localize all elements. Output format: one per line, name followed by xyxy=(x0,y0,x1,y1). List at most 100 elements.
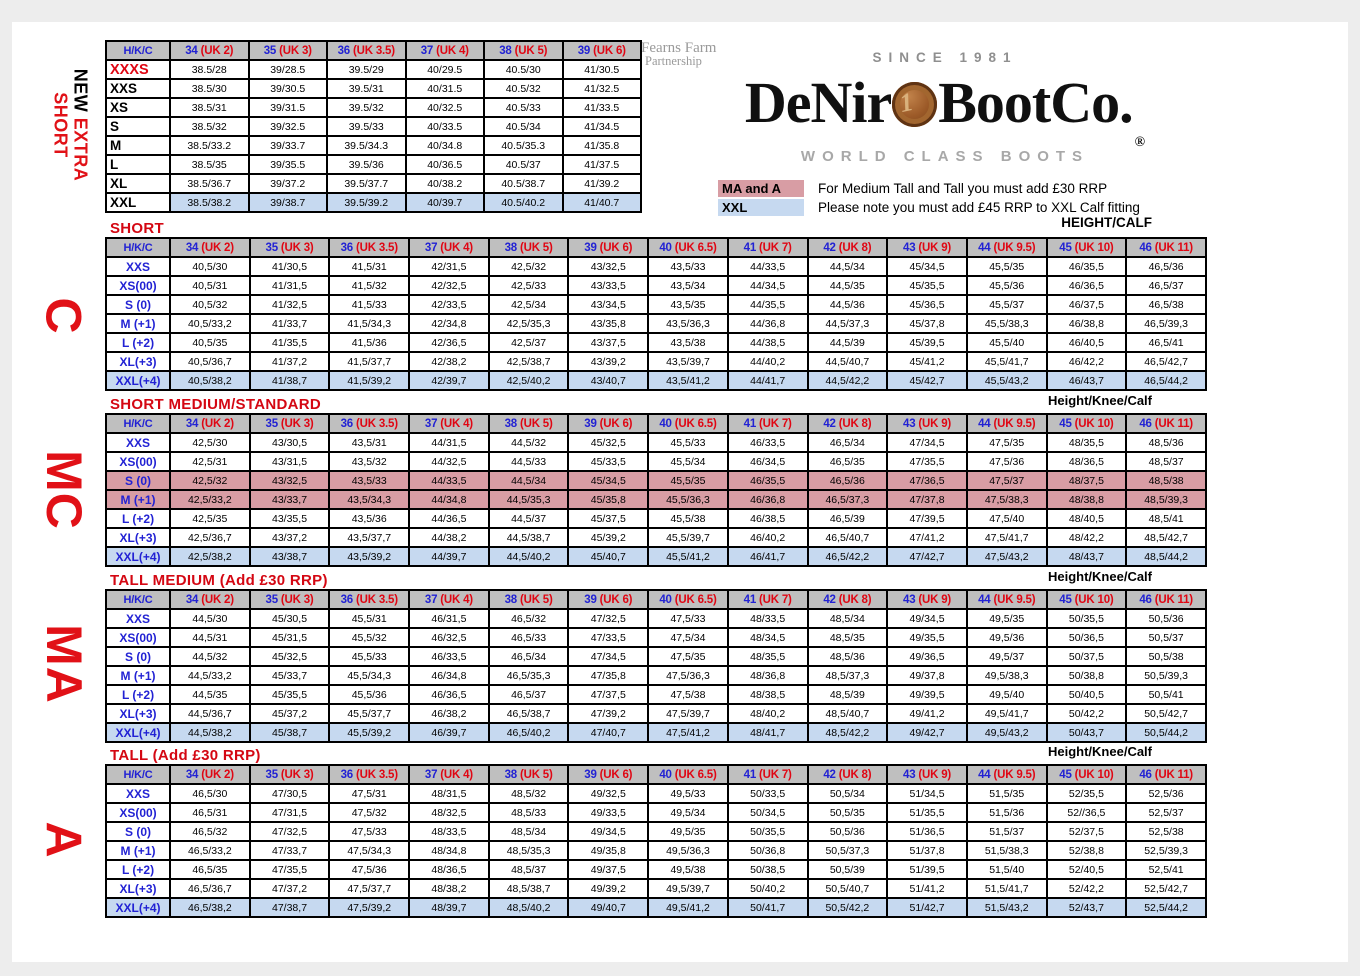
note-xxl: XXL Please note you must add £45 RRP to … xyxy=(718,198,1140,217)
size-cell: 51/37,8 xyxy=(886,840,968,861)
size-cell: 44,5/40,7 xyxy=(806,351,889,372)
size-cell: 45,5/37,7 xyxy=(328,703,411,724)
size-cell: 50,5/41 xyxy=(1125,684,1207,705)
size-cell: 46/33,5 xyxy=(726,432,809,453)
size-cell: 46,5/42,2 xyxy=(806,546,889,567)
side-label-line1: NEW EXTRA xyxy=(70,69,90,182)
size-cell: 41,5/31 xyxy=(328,256,411,277)
size-cell: 47,5/36 xyxy=(328,859,411,880)
size-cell: 47/32,5 xyxy=(567,608,650,629)
size-cell: 45/37,8 xyxy=(886,313,968,334)
size-cell: 46/33,5 xyxy=(408,646,490,667)
size-cell: 45/39,2 xyxy=(567,527,650,548)
size-cell: 47,5/36 xyxy=(965,451,1048,472)
column-header-eu-42: 42 (UK 8) xyxy=(806,413,889,434)
column-header-eu-37: 37 (UK 4) xyxy=(408,764,490,785)
size-cell: 46,5/37 xyxy=(1125,275,1207,296)
row-header-l: L xyxy=(105,154,171,175)
row-header-xl: XL xyxy=(105,173,171,194)
size-cell: 38.5/32 xyxy=(169,116,250,137)
size-cell: 47/36,5 xyxy=(886,470,968,491)
section-title-short-medium: SHORT MEDIUM/STANDARD xyxy=(110,396,322,413)
column-header-eu-46: 46 (UK 11) xyxy=(1125,764,1207,785)
size-cell: 45,5/41,7 xyxy=(965,351,1048,372)
partnership-subname: Partnership xyxy=(645,54,702,68)
size-cell: 49,5/38,3 xyxy=(965,665,1048,686)
column-header-hkc: H/K/C xyxy=(105,40,171,61)
size-cell: 42,5/31 xyxy=(169,451,251,472)
size-cell: 50,5/36 xyxy=(806,821,889,842)
row-header-s: S xyxy=(105,116,171,137)
size-cell: 39.5/32 xyxy=(326,97,407,118)
brand-since: SINCE 1981 xyxy=(872,50,1018,65)
height-knee-calf-label: Height/Knee/Calf xyxy=(1047,569,1152,584)
brand-tagline: WORLD CLASS BOOTS xyxy=(800,148,1090,165)
size-cell: 46,5/40,7 xyxy=(806,527,889,548)
size-cell: 46/38,2 xyxy=(408,703,490,724)
size-cell: 41/31,5 xyxy=(248,275,331,296)
size-cell: 47/33,5 xyxy=(567,627,650,648)
column-header-eu-34: 34 (UK 2) xyxy=(169,40,250,61)
size-cell: 48/43,7 xyxy=(1045,546,1128,567)
column-header-eu-41: 41 (UK 7) xyxy=(726,413,809,434)
size-cell: 44,5/42,2 xyxy=(806,370,889,391)
column-header-eu-35: 35 (UK 3) xyxy=(248,764,331,785)
row-header-s0: S (0) xyxy=(105,646,171,667)
size-cell: 40.5/37 xyxy=(483,154,564,175)
size-cell: 41/30.5 xyxy=(561,59,642,80)
size-cell: 41/33.5 xyxy=(561,97,642,118)
size-cell: 47,5/37,7 xyxy=(328,878,411,899)
size-cell: 51,5/36 xyxy=(965,802,1048,823)
size-cell: 49/36,5 xyxy=(886,646,968,667)
size-cell: 47/39,5 xyxy=(886,508,968,529)
column-header-eu-36: 36 (UK 3.5) xyxy=(328,764,411,785)
size-cell: 40/34.8 xyxy=(404,135,485,156)
size-cell: 52/38,8 xyxy=(1045,840,1128,861)
size-cell: 46/40,5 xyxy=(1045,332,1128,353)
size-cell: 44/33,5 xyxy=(408,470,490,491)
size-cell: 39.5/34.3 xyxy=(326,135,407,156)
size-cell: 48,5/39,3 xyxy=(1125,489,1207,510)
size-cell: 49/37,8 xyxy=(886,665,968,686)
row-header-xxl4: XXL(+4) xyxy=(105,546,171,567)
size-cell: 44,5/30 xyxy=(169,608,251,629)
size-cell: 47,5/31 xyxy=(328,783,411,804)
size-cell: 50/40,2 xyxy=(726,878,809,899)
size-cell: 41/32.5 xyxy=(561,78,642,99)
size-cell: 40/39.7 xyxy=(404,192,485,213)
column-header-eu-45: 45 (UK 10) xyxy=(1045,764,1128,785)
size-cell: 48/41,7 xyxy=(726,722,809,743)
size-cell: 45,5/36,3 xyxy=(647,489,729,510)
size-cell: 49/39,2 xyxy=(567,878,650,899)
size-cell: 45,5/38,3 xyxy=(965,313,1048,334)
size-cell: 46,5/42,7 xyxy=(1125,351,1207,372)
size-cell: 46/37,5 xyxy=(1045,294,1128,315)
column-header-eu-41: 41 (UK 7) xyxy=(726,589,809,610)
size-cell: 45/42,7 xyxy=(886,370,968,391)
size-cell: 48,5/42,7 xyxy=(1125,527,1207,548)
size-cell: 50,5/37,3 xyxy=(806,840,889,861)
size-cell: 48/31,5 xyxy=(408,783,490,804)
size-cell: 50,5/34 xyxy=(806,783,889,804)
side-label-code-ma: MA xyxy=(36,624,93,704)
row-header-xl3: XL(+3) xyxy=(105,878,171,899)
size-cell: 48,5/38 xyxy=(1125,470,1207,491)
column-header-eu-46: 46 (UK 11) xyxy=(1125,589,1207,610)
size-cell: 47/42,7 xyxy=(886,546,968,567)
size-cell: 45/32,5 xyxy=(248,646,331,667)
size-cell: 43,5/37,7 xyxy=(328,527,411,548)
column-header-eu-42: 42 (UK 8) xyxy=(806,589,889,610)
size-cell: 43,5/39,7 xyxy=(647,351,729,372)
size-cell: 44,5/37 xyxy=(487,508,570,529)
size-cell: 50/36,5 xyxy=(1045,627,1128,648)
row-header-m: M xyxy=(105,135,171,156)
size-cell: 42,5/36,7 xyxy=(169,527,251,548)
size-cell: 49,5/37 xyxy=(965,646,1048,667)
row-header-m1: M (+1) xyxy=(105,313,171,334)
size-cell: 43/31,5 xyxy=(248,451,331,472)
size-cell: 42,5/34 xyxy=(487,294,570,315)
height-knee-calf-label: Height/Knee/Calf xyxy=(1047,393,1152,408)
row-header-xxl4: XXL(+4) xyxy=(105,370,171,391)
size-cell: 44,5/34 xyxy=(806,256,889,277)
